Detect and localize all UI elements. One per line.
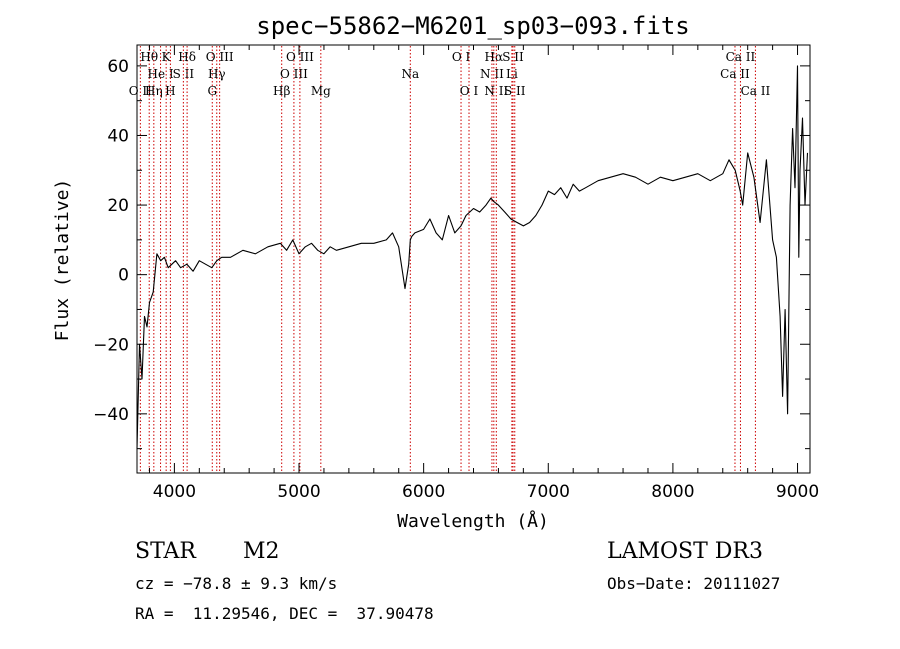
line-label-12: O III: [280, 67, 308, 81]
plot-frame: [136, 44, 811, 474]
y-tick-label-4: 40: [107, 126, 129, 146]
line-label-8: G: [207, 84, 217, 98]
line-label-6: S II: [173, 67, 195, 81]
y-tick-label-1: −20: [93, 335, 129, 355]
line-label-18: N II: [480, 67, 504, 81]
line-label-13: O III: [286, 50, 314, 64]
line-label-14: Mg: [311, 84, 331, 98]
line-label-7: Hδ: [178, 50, 196, 64]
spectrum-series: [136, 65, 809, 449]
x-axis-label: Wavelength (Å): [397, 510, 549, 532]
line-label-15: Na: [401, 67, 419, 81]
line-label-2: Hη: [145, 84, 163, 98]
y-tick-label-2: 0: [118, 266, 129, 286]
line-label-9: Hγ: [208, 67, 226, 81]
sky-coordinates: RA = 11.29546, DEC = 37.90478: [135, 604, 434, 623]
line-label-26: Ca II: [741, 84, 771, 98]
x-tick-label-3: 7000: [527, 482, 570, 502]
line-label-0: O II: [129, 84, 152, 98]
observation-date: Obs−Date: 20111027: [607, 574, 781, 593]
y-tick-label-5: 60: [107, 57, 129, 77]
line-label-3: He I: [147, 67, 173, 81]
survey-name: LAMOST DR3: [607, 539, 763, 564]
spectral-line-markers: O II Hθ Hη He I K H S II Hδ G Hγ O III Hβ O III O III…: [129, 46, 771, 472]
line-label-4: K: [162, 50, 172, 64]
line-label-16: O I: [452, 50, 471, 64]
line-label-5: H: [165, 84, 175, 98]
line-label-17: O I: [460, 84, 479, 98]
line-label-19: Hα: [485, 50, 504, 64]
x-tick-label-1: 5000: [277, 482, 320, 502]
line-label-21: Li: [506, 67, 518, 81]
object-subclass: M2: [243, 539, 280, 564]
line-label-20: N II: [484, 84, 508, 98]
line-label-24: Ca II: [720, 67, 750, 81]
line-label-23: S II: [504, 84, 526, 98]
x-tick-label-5: 9000: [776, 482, 819, 502]
axes: 4000 5000 6000 7000 8000 9000 −40 −20 0 20 40 60: [93, 45, 819, 502]
y-axis-label: Flux (relative): [52, 179, 73, 342]
line-label-1: Hθ: [140, 50, 158, 64]
x-tick-label-2: 6000: [402, 482, 445, 502]
line-label-25: Ca II: [726, 50, 756, 64]
spectrum-line: [136, 65, 809, 449]
line-label-11: Hβ: [273, 84, 290, 98]
x-tick-label-0: 4000: [153, 482, 196, 502]
line-label-22: S II: [502, 50, 524, 64]
chart-title: spec−55862−M6201_sp03−093.fits: [256, 12, 689, 40]
y-tick-label-3: 20: [107, 196, 129, 216]
y-tick-label-0: −40: [93, 405, 129, 425]
x-tick-label-4: 8000: [651, 482, 694, 502]
object-class: STAR: [135, 539, 196, 564]
line-label-10: O III: [206, 50, 234, 64]
redshift-velocity: cz = −78.8 ± 9.3 km/s: [135, 574, 338, 593]
